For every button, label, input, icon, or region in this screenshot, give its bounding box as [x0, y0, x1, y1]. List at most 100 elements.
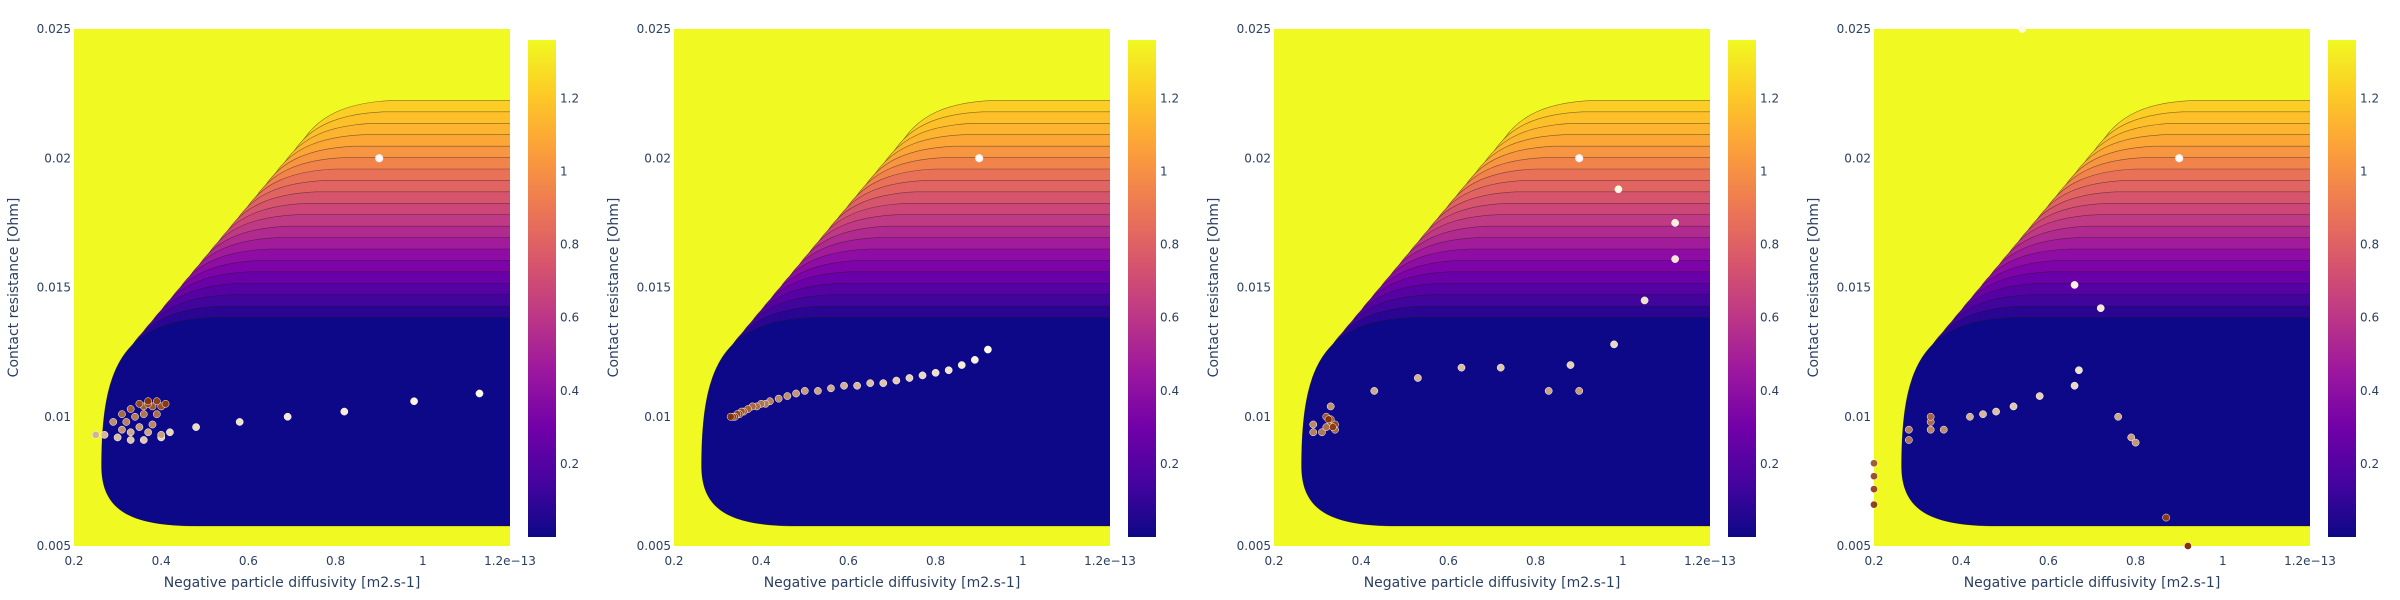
trajectory-point [2035, 392, 2044, 400]
colorbar-tick-label: 0.2 [560, 457, 579, 471]
true-parameter-point [2175, 154, 2184, 163]
y-tick-label: 0.02 [1844, 151, 1871, 165]
x-tick-label: 0.6 [1439, 554, 1458, 568]
y-tick-label: 0.025 [37, 22, 71, 36]
trajectory-point [866, 379, 875, 387]
trajectory-point [1326, 402, 1335, 411]
x-tick-label: 1.2e−13 [484, 554, 536, 568]
x-tick-label: 0.4 [152, 554, 171, 568]
trajectory-point [1329, 423, 1337, 431]
trajectory-point [109, 418, 118, 426]
y-tick-label: 0.01 [44, 410, 71, 424]
trajectory-point [152, 410, 161, 419]
trajectory-point [113, 433, 122, 442]
trajectory-point [1318, 428, 1326, 437]
trajectory-point [2075, 366, 2083, 375]
trajectory-point [135, 399, 144, 408]
x-tick-label: 1 [419, 554, 427, 568]
colorbar: 0.2 0.4 0.6 0.8 1 1.2 [1728, 40, 1779, 537]
colorbar-tick-label: 0.2 [2360, 457, 2379, 471]
trajectory-point [1566, 361, 1575, 369]
trajectory-point [161, 399, 170, 408]
colorbar-tick-label: 0.8 [1760, 238, 1779, 252]
trajectory-point [2127, 433, 2136, 442]
trajectory-point [2070, 281, 2079, 289]
trajectory-point [1614, 185, 1623, 194]
trajectory-point [1966, 412, 1974, 421]
colorbar-gradient [1128, 40, 1156, 537]
y-tick-label: 0.015 [1237, 281, 1271, 295]
trajectory-point [1992, 407, 2000, 416]
contour-band [1901, 317, 2310, 527]
colorbar: 0.2 0.4 0.6 0.8 1 1.2 [1128, 40, 1179, 537]
y-tick-label: 0.02 [44, 151, 71, 165]
contour-field [1874, 29, 2310, 546]
trajectory-points [91, 389, 484, 444]
contour-band [701, 317, 1110, 527]
trajectory-point [944, 366, 953, 375]
trajectory-point [905, 374, 914, 382]
trajectory-point [135, 423, 144, 431]
chart-svg: 0.2 0.4 0.6 0.8 1 1.2e−130.0050.010.0150.020.… [1206, 22, 1779, 591]
colorbar-tick-label: 1 [1760, 165, 1768, 179]
trajectory-point [1905, 425, 1913, 434]
trajectory-point [152, 397, 161, 406]
y-axis: 0.005 0.01 0.015 0.02 0.025 [1837, 22, 1871, 553]
trajectory-point [814, 387, 822, 395]
true-parameter-point [975, 154, 984, 163]
colorbar-tick-label: 0.6 [1160, 311, 1179, 325]
colorbar-tick-label: 0.8 [1160, 238, 1179, 252]
trajectory-point [148, 420, 157, 429]
y-tick-label: 0.005 [37, 539, 71, 553]
x-tick-label: 1 [2219, 554, 2227, 568]
x-axis: 0.2 0.4 0.6 0.8 1 1.2e−13 [664, 554, 1135, 568]
x-tick-label: 0.2 [64, 554, 83, 568]
trajectory-point [2009, 402, 2018, 411]
trajectory-point [126, 405, 135, 413]
y-tick-label: 0.015 [37, 281, 71, 295]
trajectory-point [892, 376, 901, 385]
trajectory-point [984, 345, 992, 354]
trajectory-point [840, 381, 848, 390]
trajectory-point [879, 379, 888, 387]
y-tick-label: 0.005 [1237, 539, 1271, 553]
trajectory-point [1414, 374, 1422, 382]
x-tick-label: 1.2e−13 [1084, 554, 1136, 568]
trajectory-point [1870, 485, 1878, 493]
x-tick-label: 0.4 [1352, 554, 1371, 568]
x-axis-title: Negative particle diffusivity [m2.s-1] [1964, 575, 2221, 591]
trajectory-points [1870, 25, 2192, 550]
chart-svg: 0.2 0.4 0.6 0.8 1 1.2e−130.0050.010.0150.020.… [6, 22, 579, 591]
trajectory-point [1575, 387, 1584, 395]
y-axis-title: Contact resistance [Ohm] [6, 198, 22, 378]
colorbar-tick-label: 0.4 [560, 384, 579, 398]
y-axis: 0.005 0.01 0.015 0.02 0.025 [637, 22, 671, 553]
trajectory-point [2096, 304, 2105, 313]
x-tick-label: 0.6 [239, 554, 258, 568]
trajectory-point [144, 428, 152, 437]
y-tick-label: 0.005 [637, 539, 671, 553]
x-tick-label: 1 [1019, 554, 1027, 568]
contour-band [1301, 317, 1710, 527]
trajectory-point [131, 412, 139, 421]
trajectory-point [2131, 438, 2140, 447]
trajectory-point [853, 381, 861, 390]
x-axis-title: Negative particle diffusivity [m2.s-1] [764, 575, 1021, 591]
x-tick-label: 0.8 [1526, 554, 1545, 568]
trajectory-point [2018, 25, 2027, 33]
trajectory-point [1640, 296, 1649, 305]
trajectory-point [1870, 500, 1878, 509]
trajectory-point [1671, 219, 1679, 227]
x-tick-label: 0.6 [839, 554, 858, 568]
colorbar-tick-label: 0.4 [1760, 384, 1779, 398]
y-tick-label: 0.015 [637, 281, 671, 295]
trajectory-point [1324, 415, 1333, 424]
y-axis: 0.005 0.01 0.015 0.02 0.025 [37, 22, 71, 553]
trajectory-point [2184, 542, 2192, 550]
trajectory-point [1870, 459, 1878, 468]
trajectory-point [800, 387, 809, 395]
x-axis: 0.2 0.4 0.6 0.8 1 1.2e−13 [1864, 554, 2335, 568]
y-tick-label: 0.01 [1244, 410, 1271, 424]
trajectory-points [1309, 185, 1679, 437]
